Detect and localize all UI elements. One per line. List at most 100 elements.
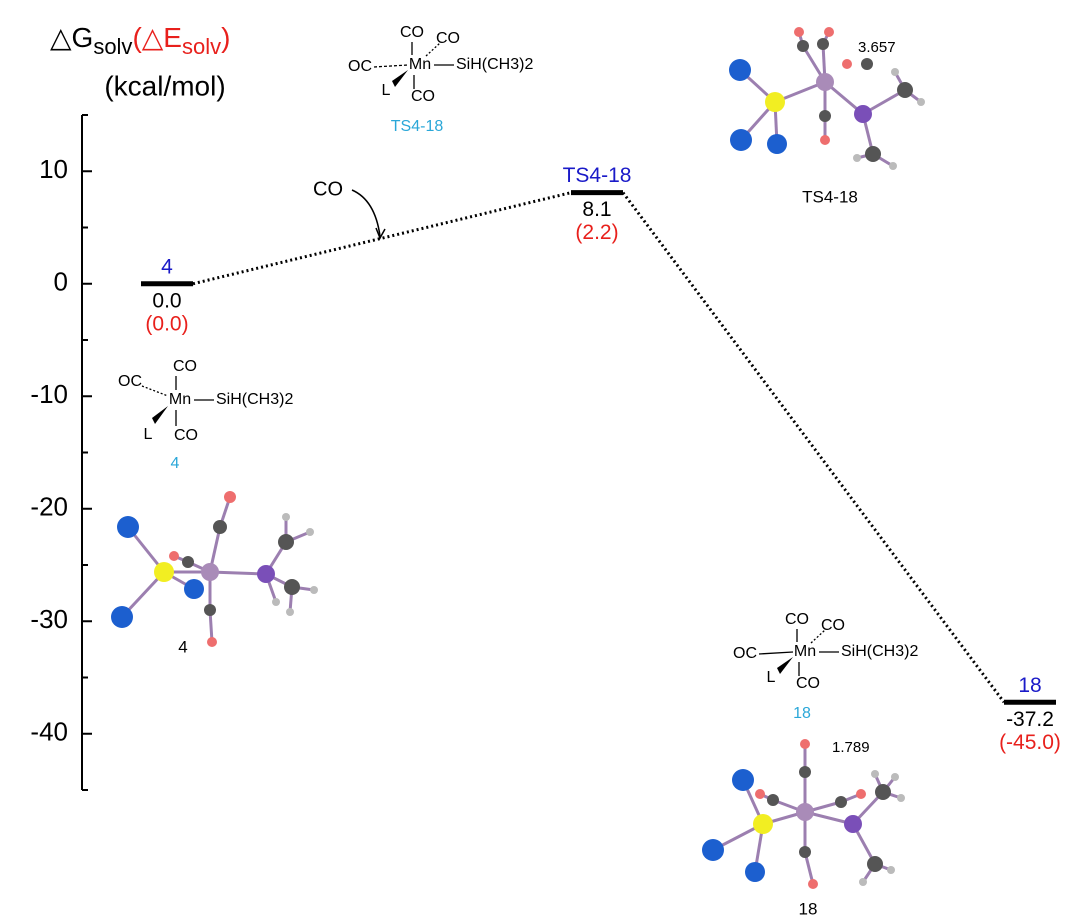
undefined: SiH(CH3)2 bbox=[456, 56, 533, 73]
model-atom bbox=[732, 769, 754, 791]
structure-label: 18 bbox=[793, 705, 811, 722]
model-label: TS4-18 bbox=[802, 187, 858, 206]
bond bbox=[142, 386, 168, 396]
model-atom bbox=[887, 866, 895, 874]
distance-label: 3.657 bbox=[858, 39, 896, 56]
model-atom bbox=[284, 579, 300, 595]
undefined: CO bbox=[796, 675, 820, 692]
e-value-label: (0.0) bbox=[145, 312, 188, 335]
model-atom bbox=[816, 73, 834, 91]
annotation: CO bbox=[313, 178, 343, 200]
model-atom bbox=[800, 739, 810, 749]
undefined: SiH(CH3)2 bbox=[216, 391, 293, 408]
undefined: Mn bbox=[409, 56, 431, 73]
model-atom bbox=[817, 38, 829, 50]
model-atom bbox=[871, 770, 879, 778]
y-tick-label: -20 bbox=[30, 492, 68, 522]
undefined: Mn bbox=[794, 643, 816, 660]
model-atom bbox=[184, 579, 204, 599]
undefined: L bbox=[144, 426, 153, 443]
bond bbox=[374, 65, 408, 67]
bond bbox=[759, 652, 793, 654]
model-atom bbox=[278, 534, 294, 550]
g-value-label: 8.1 bbox=[582, 198, 611, 221]
model-atom bbox=[797, 40, 809, 52]
model-atom bbox=[753, 814, 773, 834]
model-atom bbox=[207, 637, 217, 647]
model-atom bbox=[861, 58, 873, 70]
undefined: CO bbox=[785, 611, 809, 628]
undefined: L bbox=[382, 82, 391, 99]
connector bbox=[193, 193, 571, 284]
model-atom bbox=[224, 491, 236, 503]
y-tick-label: -30 bbox=[30, 604, 68, 634]
model-atom bbox=[702, 839, 724, 861]
molecule-model bbox=[111, 491, 318, 647]
model-atom bbox=[111, 606, 133, 628]
model-atom bbox=[182, 556, 194, 568]
model-atom bbox=[755, 789, 765, 799]
undefined: OC bbox=[118, 373, 142, 390]
title-g-sub: solv bbox=[93, 34, 132, 59]
model-atom bbox=[310, 586, 318, 594]
wedge bbox=[392, 70, 408, 87]
model-atom bbox=[794, 27, 804, 37]
model-atom bbox=[820, 135, 830, 145]
level-name: 18 bbox=[1018, 674, 1041, 697]
model-atom bbox=[767, 134, 787, 154]
model-atom bbox=[799, 766, 811, 778]
model-atom bbox=[808, 879, 818, 889]
model-atom bbox=[169, 551, 179, 561]
y-tick-label: 0 bbox=[54, 267, 68, 297]
title-e: (△E bbox=[132, 22, 182, 53]
model-atom bbox=[835, 796, 847, 808]
model-atom bbox=[729, 59, 751, 81]
model-atom bbox=[891, 68, 899, 76]
undefined: CO bbox=[411, 88, 435, 105]
g-value-label: -37.2 bbox=[1006, 708, 1054, 731]
model-atom bbox=[201, 563, 219, 581]
undefined: L bbox=[767, 669, 776, 686]
g-value-label: 0.0 bbox=[152, 289, 181, 312]
model-atom bbox=[917, 98, 925, 106]
model-atom bbox=[867, 856, 883, 872]
model-atom bbox=[842, 59, 852, 69]
model-atom bbox=[819, 110, 831, 122]
structure-label: TS4-18 bbox=[391, 118, 444, 135]
model-atom bbox=[854, 105, 872, 123]
model-atom bbox=[875, 784, 891, 800]
undefined: Mn bbox=[169, 391, 191, 408]
model-atom bbox=[844, 815, 862, 833]
undefined: SiH(CH3)2 bbox=[841, 643, 918, 660]
model-atom bbox=[730, 129, 752, 151]
model-atom bbox=[853, 154, 861, 162]
model-label: 18 bbox=[799, 899, 818, 918]
model-atom bbox=[154, 562, 174, 582]
model-atom bbox=[897, 794, 905, 802]
model-atom bbox=[796, 803, 814, 821]
model-atom bbox=[306, 528, 314, 536]
connector bbox=[623, 193, 1004, 703]
bond bbox=[426, 43, 440, 56]
undefined: OC bbox=[733, 645, 757, 662]
model-atom bbox=[257, 565, 275, 583]
model-atom bbox=[824, 27, 834, 37]
level-name: 4 bbox=[161, 255, 173, 278]
undefined: CO bbox=[173, 358, 197, 375]
model-atom bbox=[891, 773, 899, 781]
model-atom bbox=[117, 516, 139, 538]
model-atom bbox=[286, 608, 294, 616]
model-atom bbox=[856, 789, 866, 799]
model-atom bbox=[799, 846, 811, 858]
model-atom bbox=[282, 513, 290, 521]
wedge bbox=[152, 406, 168, 424]
y-tick-label: 10 bbox=[39, 154, 68, 184]
model-atom bbox=[865, 146, 881, 162]
structure-label: 4 bbox=[171, 455, 180, 472]
model-atom bbox=[213, 520, 227, 534]
e-value-label: (2.2) bbox=[575, 221, 618, 244]
chart: △Gsolv(△Esolv) (kcal/mol) CO -40-30-20-1… bbox=[0, 0, 1070, 918]
model-atom bbox=[889, 162, 897, 170]
level-name: TS4-18 bbox=[563, 164, 632, 187]
model-atom bbox=[765, 92, 785, 112]
